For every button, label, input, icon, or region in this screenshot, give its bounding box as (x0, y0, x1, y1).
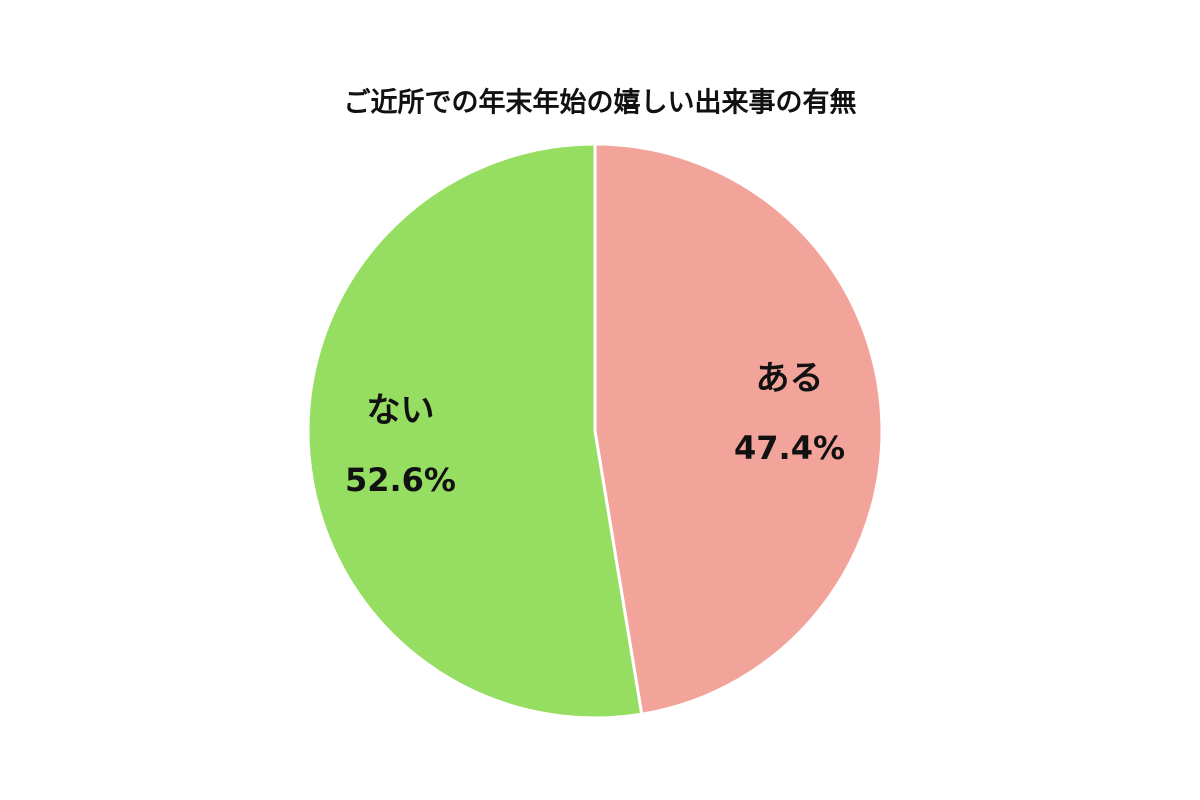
pie-slice (306, 142, 644, 720)
slice-value: 52.6% (345, 461, 456, 499)
slice-label: ない (366, 390, 434, 430)
pie-slice (593, 142, 884, 716)
chart-title: ご近所での年末年始の嬉しい出来事の有無 (344, 87, 857, 119)
slice-value: 47.4% (734, 429, 845, 467)
slice-label: ある (756, 359, 824, 399)
